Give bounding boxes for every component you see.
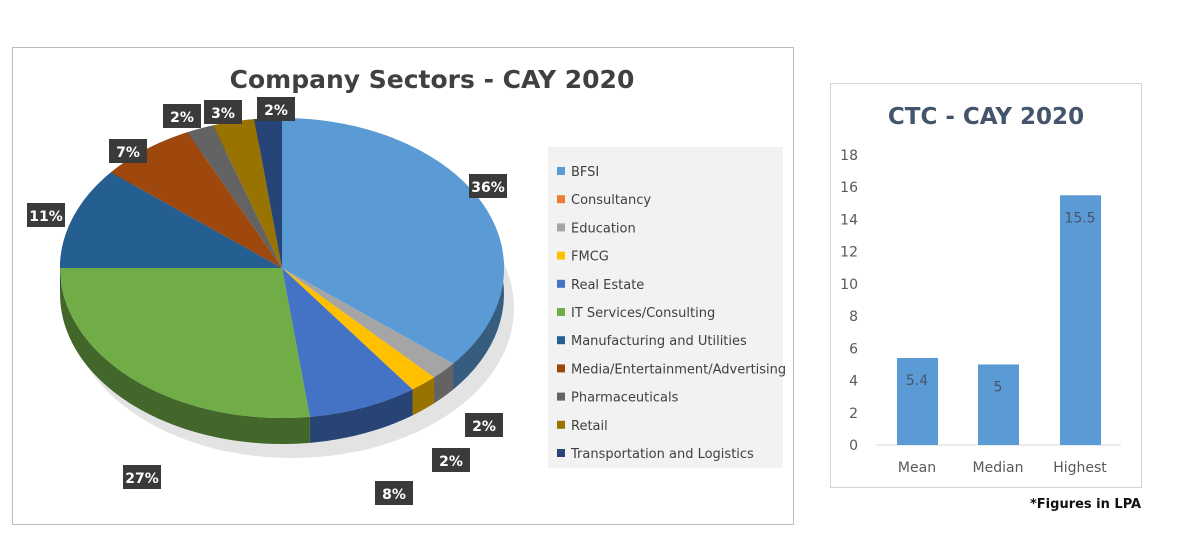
- y-tick-label: 10: [840, 277, 858, 293]
- pie-legend: [548, 147, 783, 468]
- y-tick-label: 8: [849, 309, 858, 325]
- legend-item: Transportation and Logistics: [570, 447, 754, 462]
- pie-slice-pharmaceuticals: [187, 125, 282, 268]
- pie-side-5: [60, 268, 310, 444]
- legend-item: Real Estate: [571, 278, 644, 293]
- legend-item: Manufacturing and Utilities: [571, 334, 747, 349]
- pie-slice-bfsi: [282, 118, 505, 364]
- pie-data-label-box: [432, 448, 470, 472]
- bar-mean: [897, 358, 938, 445]
- bar-highest: [1060, 195, 1101, 445]
- legend-item: Education: [571, 221, 636, 236]
- legend-swatch: [557, 167, 565, 175]
- pie-data-label: 27%: [125, 471, 159, 487]
- legend-swatch: [557, 449, 565, 457]
- pie-data-label: 2%: [439, 454, 463, 470]
- pie-data-label: 3%: [211, 106, 235, 122]
- pie-slice-education: [282, 268, 454, 378]
- y-tick-label: 0: [849, 438, 858, 454]
- bar-chart-panel: [830, 83, 1142, 488]
- pie-side-4: [309, 389, 413, 443]
- legend-swatch: [557, 336, 565, 345]
- pie-slice-transportation-and-logistics: [254, 118, 282, 268]
- y-tick-label: 6: [849, 341, 858, 357]
- bar-data-label: 5: [994, 379, 1003, 395]
- pie-slice-real-estate: [282, 268, 413, 417]
- legend-item: Retail: [571, 419, 608, 434]
- x-tick-label: Highest: [1053, 460, 1107, 476]
- bar-title: CTC - CAY 2020: [888, 104, 1084, 130]
- bar-median: [978, 364, 1019, 445]
- y-tick-label: 12: [840, 245, 858, 261]
- pie-data-label-box: [123, 465, 161, 489]
- legend-swatch: [557, 223, 565, 232]
- x-tick-label: Mean: [898, 460, 936, 476]
- pie-data-label: 2%: [472, 419, 496, 435]
- pie-title: Company Sectors - CAY 2020: [230, 65, 635, 94]
- legend-swatch: [557, 420, 565, 429]
- pie-data-label-box: [465, 413, 503, 437]
- legend-swatch: [557, 364, 565, 373]
- pie-data-label-box: [469, 174, 507, 198]
- pie-data-label-box: [163, 104, 201, 128]
- pie-data-label-box: [375, 481, 413, 505]
- footnote: *Figures in LPA: [1030, 497, 1142, 512]
- pie-data-label: 7%: [116, 145, 140, 161]
- pie-data-label-box: [257, 97, 295, 121]
- pie-slice-fmcg: [282, 268, 434, 390]
- legend-item: IT Services/Consulting: [571, 306, 715, 321]
- legend-swatch: [557, 251, 565, 260]
- y-tick-label: 16: [840, 180, 858, 196]
- y-tick-label: 18: [840, 148, 858, 164]
- legend-item: BFSI: [571, 165, 599, 180]
- pie-data-label-box: [27, 203, 65, 227]
- y-tick-label: 2: [849, 406, 858, 422]
- legend-swatch: [557, 392, 565, 401]
- pie-data-label: 2%: [170, 110, 194, 126]
- pie-chart-panel: [12, 47, 794, 525]
- legend-item: FMCG: [571, 250, 609, 265]
- legend-swatch: [557, 279, 565, 288]
- pie-data-label-box: [204, 100, 242, 124]
- pie-slice-media-entertainment-advertising: [110, 132, 282, 268]
- bar-data-label: 15.5: [1064, 210, 1095, 226]
- pie-slice-manufacturing-and-utilities: [60, 172, 282, 268]
- pie-slice-it-services-consulting: [60, 268, 310, 418]
- pie-data-label: 2%: [264, 103, 288, 119]
- pie-data-label: 8%: [382, 487, 406, 503]
- pie-data-label: 11%: [29, 209, 63, 225]
- bar-data-label: 5.4: [906, 373, 928, 389]
- legend-swatch: [557, 308, 565, 316]
- pie-side-2: [433, 363, 454, 404]
- legend-item: Media/Entertainment/Advertising: [571, 362, 786, 377]
- legend-item: Pharmaceuticals: [571, 391, 679, 406]
- legend-swatch: [557, 195, 565, 204]
- y-tick-label: 4: [849, 374, 858, 390]
- pie-data-label: 36%: [471, 180, 505, 196]
- y-tick-label: 14: [840, 212, 858, 228]
- pie-side-3: [412, 377, 434, 416]
- x-tick-label: Median: [973, 460, 1024, 476]
- legend-item: Consultancy: [571, 193, 651, 208]
- pie-data-label-box: [109, 139, 147, 163]
- pie-slice-retail: [213, 119, 282, 268]
